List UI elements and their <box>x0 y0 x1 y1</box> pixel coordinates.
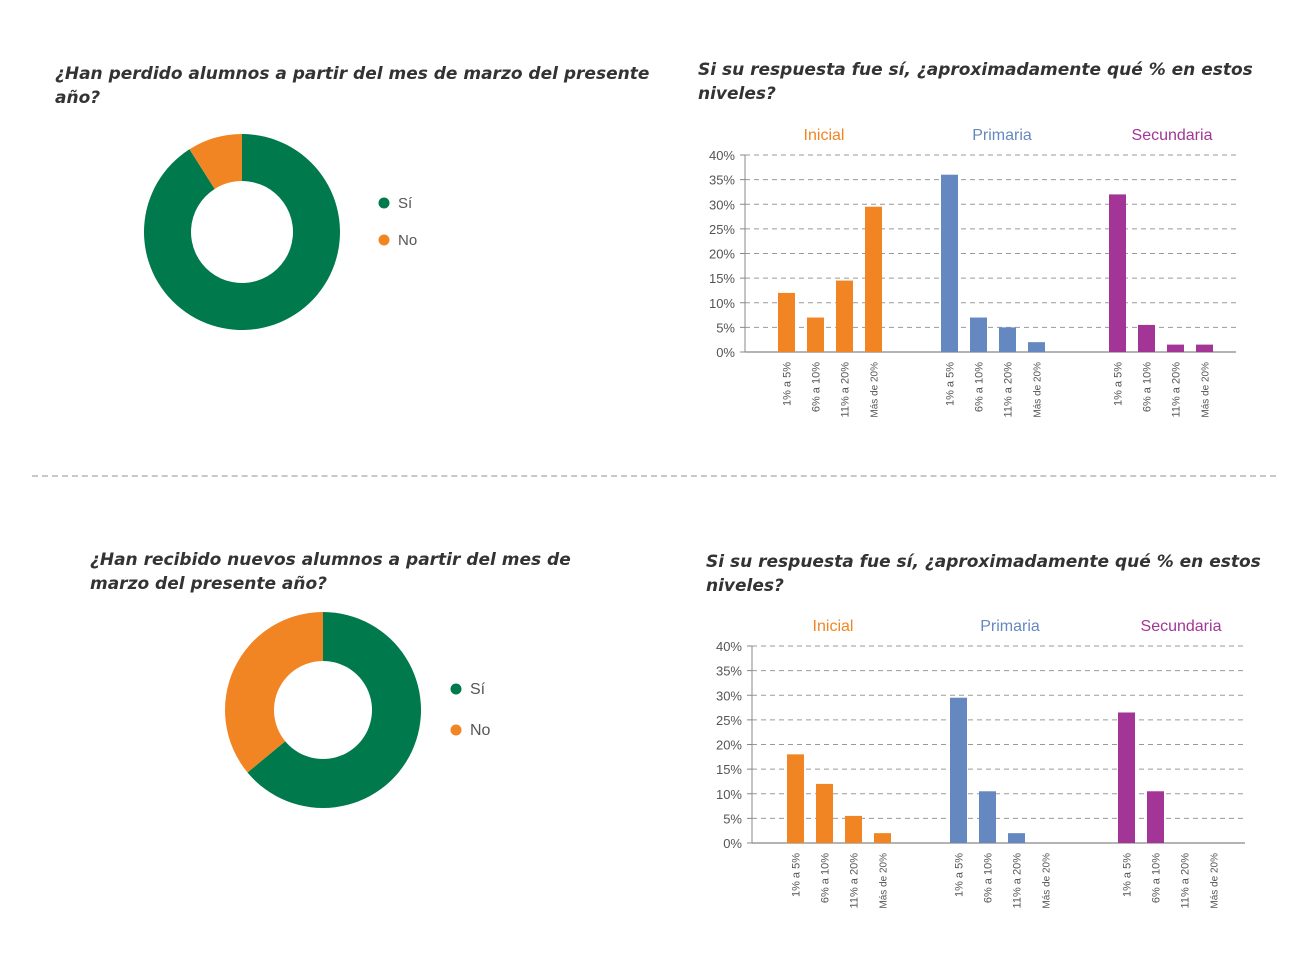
x-tick-label: 11% a 20% <box>849 853 861 909</box>
bar-primaria-1 <box>950 697 967 843</box>
y-tick-label: 40% <box>709 148 735 163</box>
bar-inicial-2 <box>807 317 824 352</box>
y-tick-label: 25% <box>716 713 742 728</box>
x-tick-label: 11% a 20% <box>1180 853 1192 909</box>
x-tick-label: 11% a 20% <box>1171 362 1183 418</box>
donut-chart-lost-students: Sí No <box>143 134 417 330</box>
group-label-primaria: Primaria <box>980 618 1040 635</box>
x-tick-label: Más de 20% <box>1201 362 1212 418</box>
x-tick-label: Más de 20% <box>870 362 881 418</box>
section-divider <box>32 475 1276 477</box>
bar-inicial-3 <box>836 280 853 352</box>
x-tick-label: 6% a 10% <box>983 853 995 903</box>
y-tick-label: 25% <box>709 222 735 237</box>
bar-secundaria-1 <box>1109 194 1126 352</box>
y-tick-label: 0% <box>723 836 742 851</box>
y-tick-label: 20% <box>709 247 735 262</box>
bar-primaria-3 <box>999 327 1016 352</box>
x-tick-label: Más de 20% <box>1210 853 1221 909</box>
y-tick-label: 30% <box>716 688 742 703</box>
x-tick-label: 1% a 5% <box>1113 362 1125 406</box>
x-tick-label: 1% a 5% <box>945 362 957 406</box>
y-tick-label: 5% <box>716 320 735 335</box>
bar-chart-title-new-students: Si su respuesta fue sí, ¿aproximadamente… <box>706 552 1261 596</box>
bar-primaria-2 <box>970 317 987 352</box>
y-tick-label: 0% <box>716 345 735 360</box>
x-tick-label: 6% a 10% <box>820 853 832 903</box>
bar-inicial-2 <box>816 783 833 843</box>
legend-marker-no <box>378 234 390 246</box>
x-tick-label: Más de 20% <box>879 853 890 909</box>
donut-chart-new-students: Sí No <box>225 612 491 808</box>
bar-secundaria-2 <box>1147 791 1164 843</box>
x-tick-label: Más de 20% <box>1033 362 1044 418</box>
bar-primaria-3 <box>1008 833 1025 843</box>
y-tick-label: 20% <box>716 738 742 753</box>
x-tick-label: 11% a 20% <box>1012 853 1024 909</box>
bar-inicial-1 <box>787 754 804 843</box>
y-tick-label: 35% <box>709 173 735 188</box>
bar-primaria-2 <box>979 791 996 843</box>
bar-secundaria-1 <box>1118 712 1135 843</box>
group-label-secundaria: Secundaria <box>1132 127 1213 144</box>
donut-slice-no <box>189 134 242 189</box>
bar-primaria-1 <box>941 174 958 352</box>
group-label-inicial: Inicial <box>804 127 845 144</box>
legend-marker-si <box>450 683 462 695</box>
donut-slice-no <box>225 612 323 773</box>
x-tick-label: 11% a 20% <box>1003 362 1015 418</box>
bar-chart-title-lost-students: Si su respuesta fue sí, ¿aproximadamente… <box>698 60 1253 104</box>
group-label-secundaria: Secundaria <box>1141 618 1222 635</box>
x-tick-label: 6% a 10% <box>811 362 823 412</box>
bar-secundaria-4 <box>1196 344 1213 352</box>
group-label-primaria: Primaria <box>972 127 1032 144</box>
legend-label-si: Sí <box>398 195 413 212</box>
x-tick-label: 1% a 5% <box>791 853 803 897</box>
y-tick-label: 40% <box>716 639 742 654</box>
x-tick-label: 1% a 5% <box>782 362 794 406</box>
y-tick-label: 35% <box>716 664 742 679</box>
legend-label-no: No <box>398 232 417 249</box>
x-tick-label: 1% a 5% <box>954 853 966 897</box>
legend-label-si: Sí <box>470 681 486 698</box>
bar-secundaria-3 <box>1167 344 1184 352</box>
x-tick-label: 6% a 10% <box>1142 362 1154 412</box>
y-tick-label: 30% <box>709 197 735 212</box>
donut-slice-si <box>143 134 340 330</box>
bar-inicial-3 <box>845 815 862 843</box>
x-tick-label: 11% a 20% <box>840 362 852 418</box>
bar-secundaria-2 <box>1138 324 1155 352</box>
x-tick-label: 1% a 5% <box>1122 853 1134 897</box>
y-tick-label: 5% <box>723 811 742 826</box>
bar-inicial-1 <box>778 292 795 352</box>
bar-chart-lost-students: 0% 5% 10% 15% 20% 25% 30% 35% 40% Inicial 1% a 5% 6… <box>709 127 1236 418</box>
legend-marker-no <box>450 724 462 736</box>
bar-inicial-4 <box>874 833 891 843</box>
y-tick-label: 15% <box>709 271 735 286</box>
x-tick-label: 6% a 10% <box>1151 853 1163 903</box>
group-label-inicial: Inicial <box>813 618 854 635</box>
x-tick-label: Más de 20% <box>1042 853 1053 909</box>
x-tick-label: 6% a 10% <box>974 362 986 412</box>
y-tick-label: 15% <box>716 762 742 777</box>
donut-slice-si <box>247 612 422 808</box>
y-tick-label: 10% <box>716 787 742 802</box>
legend-marker-si <box>378 197 390 209</box>
question-title-lost-students: ¿Han perdido alumnos a partir del mes de… <box>55 64 650 108</box>
question-title-new-students: ¿Han recibido nuevos alumnos a partir de… <box>90 550 571 594</box>
bar-primaria-4 <box>1028 342 1045 352</box>
legend-label-no: No <box>470 722 491 739</box>
y-tick-label: 10% <box>709 296 735 311</box>
bar-inicial-4 <box>865 206 882 352</box>
